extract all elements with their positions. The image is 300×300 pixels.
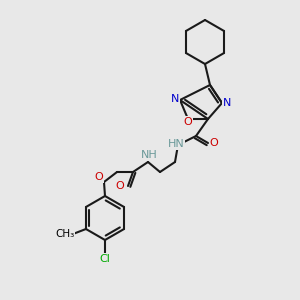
Text: O: O <box>184 117 192 127</box>
Text: N: N <box>171 94 179 104</box>
Text: O: O <box>116 181 124 191</box>
Text: N: N <box>223 98 231 108</box>
Text: NH: NH <box>141 150 158 160</box>
Text: HN: HN <box>168 139 184 149</box>
Text: CH₃: CH₃ <box>55 229 75 239</box>
Text: O: O <box>210 138 218 148</box>
Text: Cl: Cl <box>100 254 110 264</box>
Text: O: O <box>94 172 103 182</box>
